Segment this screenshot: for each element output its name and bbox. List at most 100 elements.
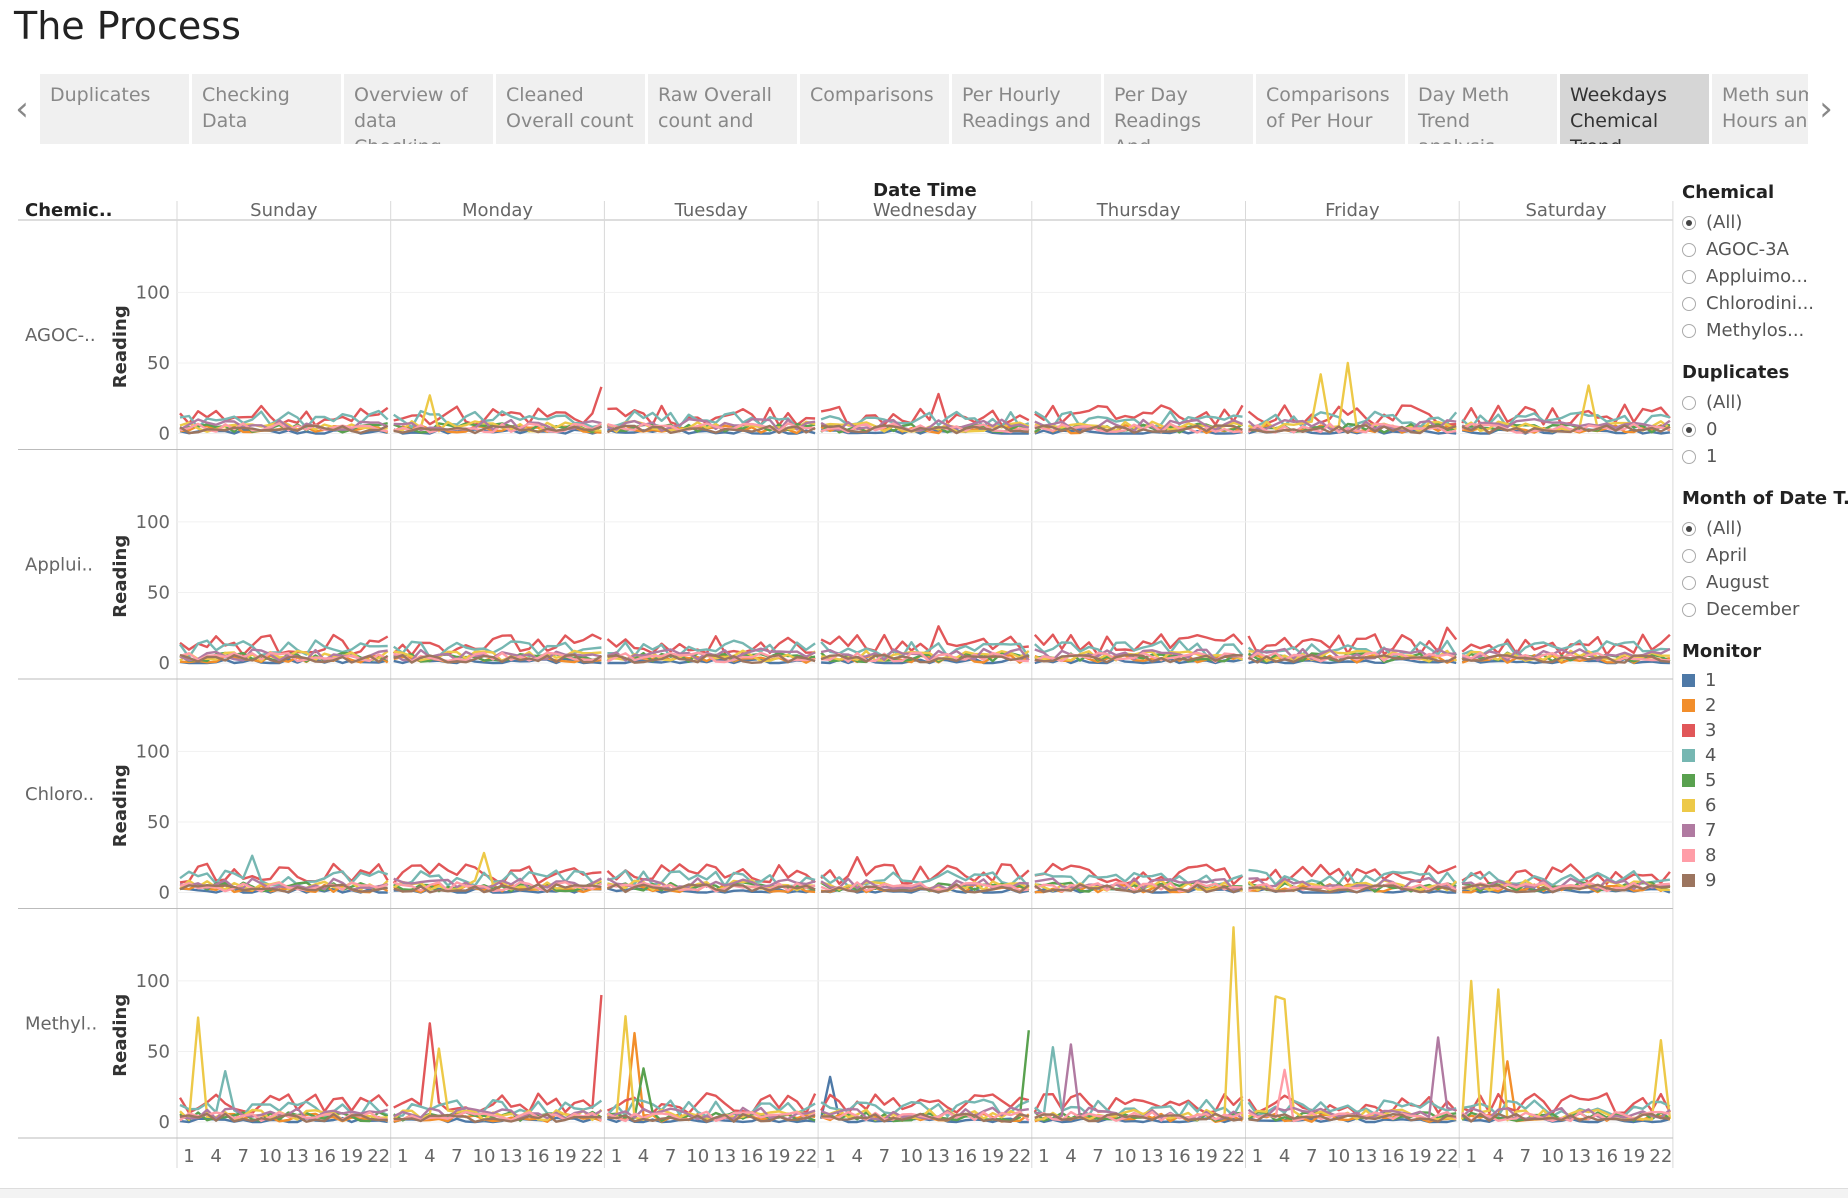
series-line-monitor-3: [392, 633, 602, 656]
legend-swatch: [1682, 824, 1695, 837]
x-tick-label: 7: [237, 1146, 248, 1167]
series-line-monitor-9: [393, 883, 602, 894]
chemical-option[interactable]: Appluimo...: [1682, 263, 1848, 290]
y-axis-title: Reading: [110, 305, 131, 388]
tab-meth-sum[interactable]: Meth sum Hours ana: [1712, 74, 1808, 144]
series-line-monitor-9: [179, 424, 389, 435]
radio-button-icon[interactable]: [1682, 521, 1696, 536]
series-line-monitor-4: [179, 409, 389, 429]
radio-button-icon[interactable]: [1682, 323, 1696, 338]
y-tick-label: 0: [159, 653, 170, 674]
month-option[interactable]: August: [1682, 569, 1848, 596]
chemical-option[interactable]: AGOC-3A: [1682, 236, 1848, 263]
series-line-monitor-6: [1247, 879, 1458, 892]
chemical-option[interactable]: Chlorodini...: [1682, 290, 1848, 317]
month-filter: Month of Date T.. (All) April August Decemb…: [1682, 488, 1848, 623]
radio-button-icon[interactable]: [1682, 296, 1696, 311]
month-option[interactable]: December: [1682, 596, 1848, 623]
legend-item[interactable]: 3: [1682, 718, 1848, 743]
tab-day-meth[interactable]: Day Meth Trend analysis: [1408, 74, 1557, 144]
radio-button-icon[interactable]: [1682, 242, 1696, 257]
series-line-monitor-1: [1248, 657, 1457, 665]
series-line-monitor-3: [820, 625, 1029, 654]
legend-item[interactable]: 8: [1682, 843, 1848, 868]
x-tick-label: 1: [1038, 1146, 1049, 1167]
x-tick-label: 10: [1541, 1146, 1564, 1167]
series-line-monitor-8: [1034, 1110, 1244, 1122]
chemical-option[interactable]: (All): [1682, 209, 1848, 236]
tab-duplicates[interactable]: Duplicates: [40, 74, 189, 144]
x-tick-label: 16: [740, 1146, 763, 1167]
radio-button-icon[interactable]: [1682, 269, 1696, 284]
legend-swatch: [1682, 799, 1695, 812]
chevron-left-icon[interactable]: ‹: [15, 89, 29, 129]
tab-cleaned[interactable]: Cleaned Overall count: [496, 74, 645, 144]
radio-button-icon[interactable]: [1682, 548, 1696, 563]
radio-button-icon[interactable]: [1682, 575, 1696, 590]
x-tick-label: 7: [879, 1146, 890, 1167]
legend-item[interactable]: 5: [1682, 768, 1848, 793]
chemical-option-label: Methylos...: [1706, 320, 1805, 341]
series-line-monitor-9: [1034, 1112, 1243, 1123]
series-line-monitor-9: [820, 424, 1029, 435]
x-tick-label: 4: [638, 1146, 649, 1167]
column-label-wednesday: Wednesday: [873, 200, 978, 221]
legend-label: 7: [1705, 820, 1717, 841]
series-line-monitor-7: [1461, 1107, 1671, 1121]
legend-swatch: [1682, 874, 1695, 887]
tab-weekdays[interactable]: Weekdays Chemical Trend: [1560, 74, 1709, 144]
series-line-monitor-4: [606, 1098, 816, 1118]
tab-comparisons[interactable]: Comparisons of Per Hour: [1256, 74, 1405, 144]
legend-item[interactable]: 7: [1682, 818, 1848, 843]
legend-item[interactable]: 1: [1682, 668, 1848, 693]
duplicates-option[interactable]: 0: [1682, 416, 1848, 443]
series-line-monitor-9: [1248, 1113, 1457, 1123]
month-option[interactable]: April: [1682, 542, 1848, 569]
radio-button-icon[interactable]: [1682, 449, 1696, 464]
radio-button-icon[interactable]: [1682, 422, 1696, 437]
chemical-option-label: (All): [1706, 212, 1743, 233]
x-tick-label: 16: [1595, 1146, 1618, 1167]
legend-label: 5: [1705, 770, 1717, 791]
radio-button-icon[interactable]: [1682, 215, 1696, 230]
bottom-scrollbar[interactable]: [0, 1188, 1848, 1198]
duplicates-option-label: 0: [1706, 419, 1718, 440]
x-tick-label: 1: [1466, 1146, 1477, 1167]
tab-checking-data[interactable]: Checking Data: [192, 74, 341, 144]
tab-raw-overall[interactable]: Raw Overall count and: [648, 74, 797, 144]
radio-button-icon[interactable]: [1682, 395, 1696, 410]
series-line-monitor-9: [1461, 1112, 1670, 1123]
series-line-monitor-3: [1247, 404, 1457, 427]
tab-overview-of[interactable]: Overview of data Checking: [344, 74, 493, 144]
series-line-monitor-1: [607, 657, 816, 665]
x-tick-label: 13: [713, 1146, 736, 1167]
series-line-monitor-6: [1247, 361, 1457, 433]
duplicates-option[interactable]: (All): [1682, 389, 1848, 416]
y-tick-label: 0: [159, 883, 170, 904]
chevron-right-icon[interactable]: ›: [1819, 89, 1833, 129]
tab-comparisons[interactable]: Comparisons: [800, 74, 949, 144]
series-line-monitor-4: [393, 409, 602, 429]
legend-item[interactable]: 9: [1682, 868, 1848, 893]
duplicates-filter-title: Duplicates: [1682, 362, 1790, 383]
tab-per-hourly[interactable]: Per Hourly Readings and: [952, 74, 1101, 144]
x-tick-label: 13: [927, 1146, 950, 1167]
radio-button-icon[interactable]: [1682, 602, 1696, 617]
legend-item[interactable]: 4: [1682, 743, 1848, 768]
x-tick-label: 19: [981, 1146, 1004, 1167]
legend-item[interactable]: 2: [1682, 693, 1848, 718]
chemical-option[interactable]: Methylos...: [1682, 317, 1848, 344]
series-line-monitor-3: [820, 392, 1030, 427]
legend-label: 1: [1705, 670, 1717, 691]
monitor-legend: Monitor 1 2 3 4 5 6 7 8 9: [1682, 641, 1848, 893]
column-label-sunday: Sunday: [250, 200, 318, 221]
legend-label: 8: [1705, 845, 1717, 866]
duplicates-option[interactable]: 1: [1682, 443, 1848, 470]
x-tick-label: 1: [397, 1146, 408, 1167]
tab-per-day[interactable]: Per Day Readings And: [1104, 74, 1253, 144]
month-option[interactable]: (All): [1682, 515, 1848, 542]
legend-item[interactable]: 6: [1682, 793, 1848, 818]
series-line-monitor-9: [606, 883, 816, 894]
series-line-monitor-3: [1461, 633, 1671, 657]
series-line-monitor-9: [1248, 884, 1457, 894]
